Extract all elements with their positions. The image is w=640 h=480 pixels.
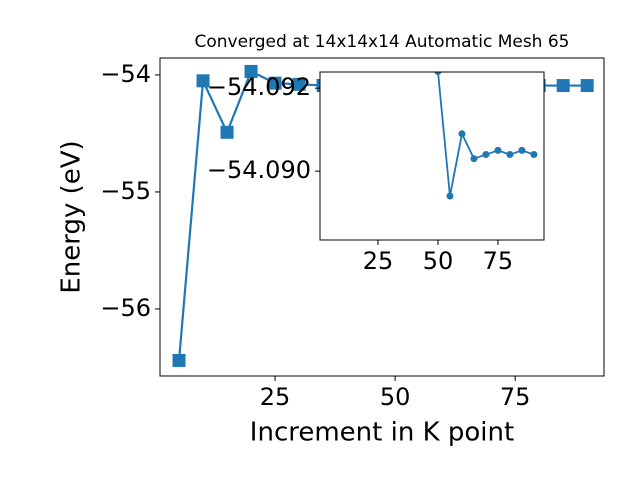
- chart-title: Converged at 14x14x14 Automatic Mesh 65: [195, 32, 570, 52]
- x-tick-label: 50: [380, 383, 411, 411]
- marker: [530, 151, 538, 159]
- marker: [556, 79, 570, 93]
- y-tick-label: −54: [100, 60, 151, 88]
- marker: [292, 77, 306, 91]
- x-tick-label: 25: [363, 247, 394, 275]
- marker: [482, 151, 490, 159]
- plot-area: 25 50 75 −54.092 −54.090: [207, 71, 545, 275]
- marker: [458, 130, 466, 138]
- marker: [506, 151, 514, 159]
- y-tick-label: −54.090: [207, 156, 311, 184]
- marker: [220, 125, 234, 139]
- marker: [434, 72, 442, 76]
- y-tick-label: −54.092: [207, 73, 311, 101]
- data-layer: [434, 72, 538, 200]
- marker: [268, 76, 282, 90]
- plot-frame: [159, 57, 605, 377]
- marker: [244, 64, 258, 78]
- marker: [172, 353, 186, 367]
- x-axis-label: Increment in K point: [250, 418, 514, 448]
- y-axis-label: Energy (eV): [57, 140, 87, 293]
- plot-frame: [319, 71, 545, 241]
- x-tick-label: 75: [483, 247, 514, 275]
- marker: [470, 155, 478, 163]
- marker: [580, 79, 594, 93]
- x-tick-label: 75: [500, 383, 531, 411]
- marker: [196, 74, 210, 88]
- x-tick-label: 25: [260, 383, 291, 411]
- y-tick-label: −55: [100, 177, 151, 205]
- plot-background: [320, 72, 544, 240]
- marker: [494, 146, 502, 154]
- x-tick-label: 50: [423, 247, 454, 275]
- marker: [518, 146, 526, 154]
- y-tick-label: −56: [100, 294, 151, 322]
- marker: [446, 192, 454, 200]
